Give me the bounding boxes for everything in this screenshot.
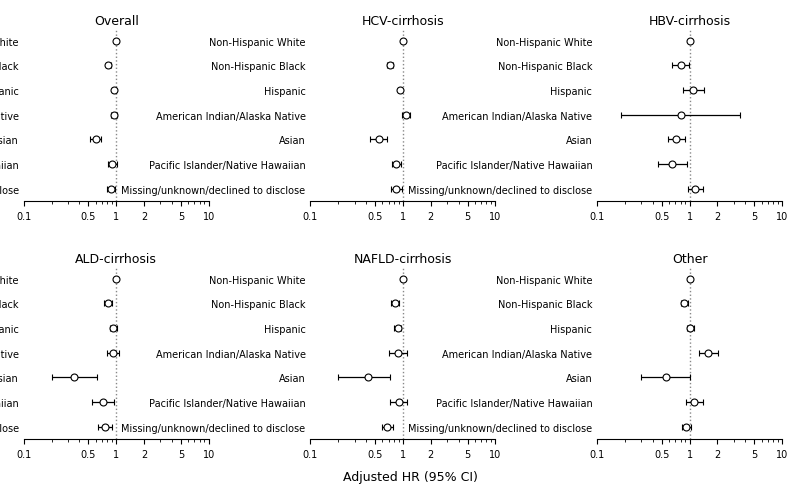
Title: ALD-cirrhosis: ALD-cirrhosis bbox=[75, 253, 157, 266]
Title: Overall: Overall bbox=[94, 15, 138, 28]
Title: HCV-cirrhosis: HCV-cirrhosis bbox=[362, 15, 444, 28]
Title: HBV-cirrhosis: HBV-cirrhosis bbox=[649, 15, 731, 28]
Text: Adjusted HR (95% CI): Adjusted HR (95% CI) bbox=[344, 470, 478, 483]
Title: Other: Other bbox=[672, 253, 707, 266]
Title: NAFLD-cirrhosis: NAFLD-cirrhosis bbox=[354, 253, 452, 266]
